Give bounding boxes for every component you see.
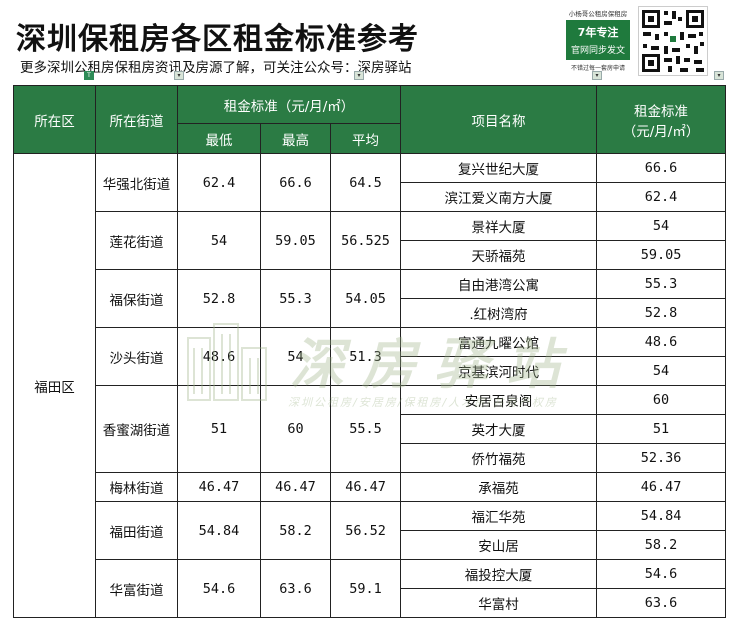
street-min: 54	[177, 211, 261, 270]
project-rent: 54	[596, 211, 727, 241]
street-name: 华富街道	[95, 559, 178, 618]
project-name: .红树湾府	[400, 298, 598, 328]
project-name: 京基滨河时代	[400, 356, 598, 386]
street-max: 63.6	[260, 559, 331, 618]
brand-promo-badge: 小杨哥公租房保租房 7年专注 官网同步发文 不错过每一套房申请	[566, 8, 630, 72]
header-project-rent: 租金标准 （元/月/㎡）	[596, 85, 727, 154]
street-name: 福保街道	[95, 269, 178, 328]
filter-dropdown-icon[interactable]: ▾	[354, 71, 364, 80]
header-avg: 平均	[329, 123, 402, 154]
street-max: 60	[260, 385, 331, 473]
street-avg: 54.05	[329, 269, 402, 328]
street-min: 54.6	[177, 559, 261, 618]
brand-line2: 官网同步发文	[570, 46, 625, 56]
street-max: 58.2	[260, 501, 331, 560]
project-rent: 52.8	[596, 298, 727, 328]
project-rent: 63.6	[596, 588, 727, 618]
street-name: 华强北街道	[95, 153, 178, 212]
street-min: 52.8	[177, 269, 261, 328]
street-avg: 55.5	[329, 385, 402, 473]
header-street: 所在街道	[95, 85, 178, 154]
header-max: 最高	[260, 123, 331, 154]
filter-dropdown-icon[interactable]: ▾	[592, 71, 602, 80]
project-rent: 54	[596, 356, 727, 386]
street-name: 福田街道	[95, 501, 178, 560]
header-rent-group: 租金标准（元/月/㎡）	[176, 85, 402, 124]
project-name: 英才大厦	[400, 414, 598, 444]
page-title: 深圳保租房各区租金标准参考	[16, 22, 419, 57]
header-min: 最低	[177, 123, 261, 154]
project-name: 福投控大厦	[400, 559, 598, 589]
street-min: 51	[177, 385, 261, 473]
project-name: 华富村	[400, 588, 598, 618]
qr-code-icon	[642, 10, 704, 72]
project-rent: 55.3	[596, 269, 727, 299]
project-rent: 48.6	[596, 327, 727, 357]
street-name: 莲花街道	[95, 211, 178, 270]
project-rent: 60	[596, 385, 727, 415]
header-district: 所在区	[13, 85, 96, 154]
project-name: 天骄福苑	[400, 240, 598, 270]
street-avg: 51.3	[329, 327, 402, 386]
street-name: 香蜜湖街道	[95, 385, 178, 473]
page-subtitle: 更多深圳公租房保租房资讯及房源了解，可关注公众号：深房驿站	[20, 60, 412, 76]
project-rent: 52.36	[596, 443, 727, 473]
project-rent: 54.6	[596, 559, 727, 589]
project-name: 承福苑	[400, 472, 598, 502]
filter-marker-icon[interactable]: T	[84, 71, 94, 80]
header-project: 项目名称	[400, 85, 598, 154]
street-avg: 56.525	[329, 211, 402, 270]
street-max: 54	[260, 327, 331, 386]
street-max: 46.47	[260, 472, 331, 502]
filter-dropdown-icon[interactable]: ▾	[174, 71, 184, 80]
project-rent: 51	[596, 414, 727, 444]
brand-bottom-text: 不错过每一套房申请	[570, 65, 625, 72]
brand-top-text: 小杨哥公租房保租房	[568, 10, 628, 18]
project-name: 自由港湾公寓	[400, 269, 598, 299]
project-name: 景祥大厦	[400, 211, 598, 241]
street-min: 48.6	[177, 327, 261, 386]
street-max: 66.6	[260, 153, 331, 212]
project-name: 侨竹福苑	[400, 443, 598, 473]
project-rent: 54.84	[596, 501, 727, 531]
project-name: 复兴世纪大厦	[400, 153, 598, 183]
project-rent: 62.4	[596, 182, 727, 212]
project-name: 富通九曜公馆	[400, 327, 598, 357]
project-name: 滨江爱义南方大厦	[400, 182, 598, 212]
rent-standard-table: 所在区 所在街道 租金标准（元/月/㎡） 项目名称 租金标准 （元/月/㎡） 最…	[13, 85, 727, 618]
street-name: 沙头街道	[95, 327, 178, 386]
street-min: 62.4	[177, 153, 261, 212]
project-rent: 58.2	[596, 530, 727, 560]
street-avg: 56.52	[329, 501, 402, 560]
street-avg: 64.5	[329, 153, 402, 212]
project-name: 安山居	[400, 530, 598, 560]
project-rent: 59.05	[596, 240, 727, 270]
street-avg: 59.1	[329, 559, 402, 618]
project-name: 安居百泉阁	[400, 385, 598, 415]
street-min: 54.84	[177, 501, 261, 560]
district-cell: 福田区	[13, 153, 96, 618]
project-name: 福汇华苑	[400, 501, 598, 531]
street-name: 梅林街道	[95, 472, 178, 502]
street-min: 46.47	[177, 472, 261, 502]
filter-dropdown-icon[interactable]: ▾	[714, 71, 724, 80]
street-max: 55.3	[260, 269, 331, 328]
brand-green-panel: 7年专注 官网同步发文	[566, 20, 630, 60]
project-rent: 66.6	[596, 153, 727, 183]
qr-code-image	[638, 6, 708, 76]
street-max: 59.05	[260, 211, 331, 270]
street-avg: 46.47	[329, 472, 402, 502]
brand-line1: 7年专注	[577, 26, 619, 39]
project-rent: 46.47	[596, 472, 727, 502]
